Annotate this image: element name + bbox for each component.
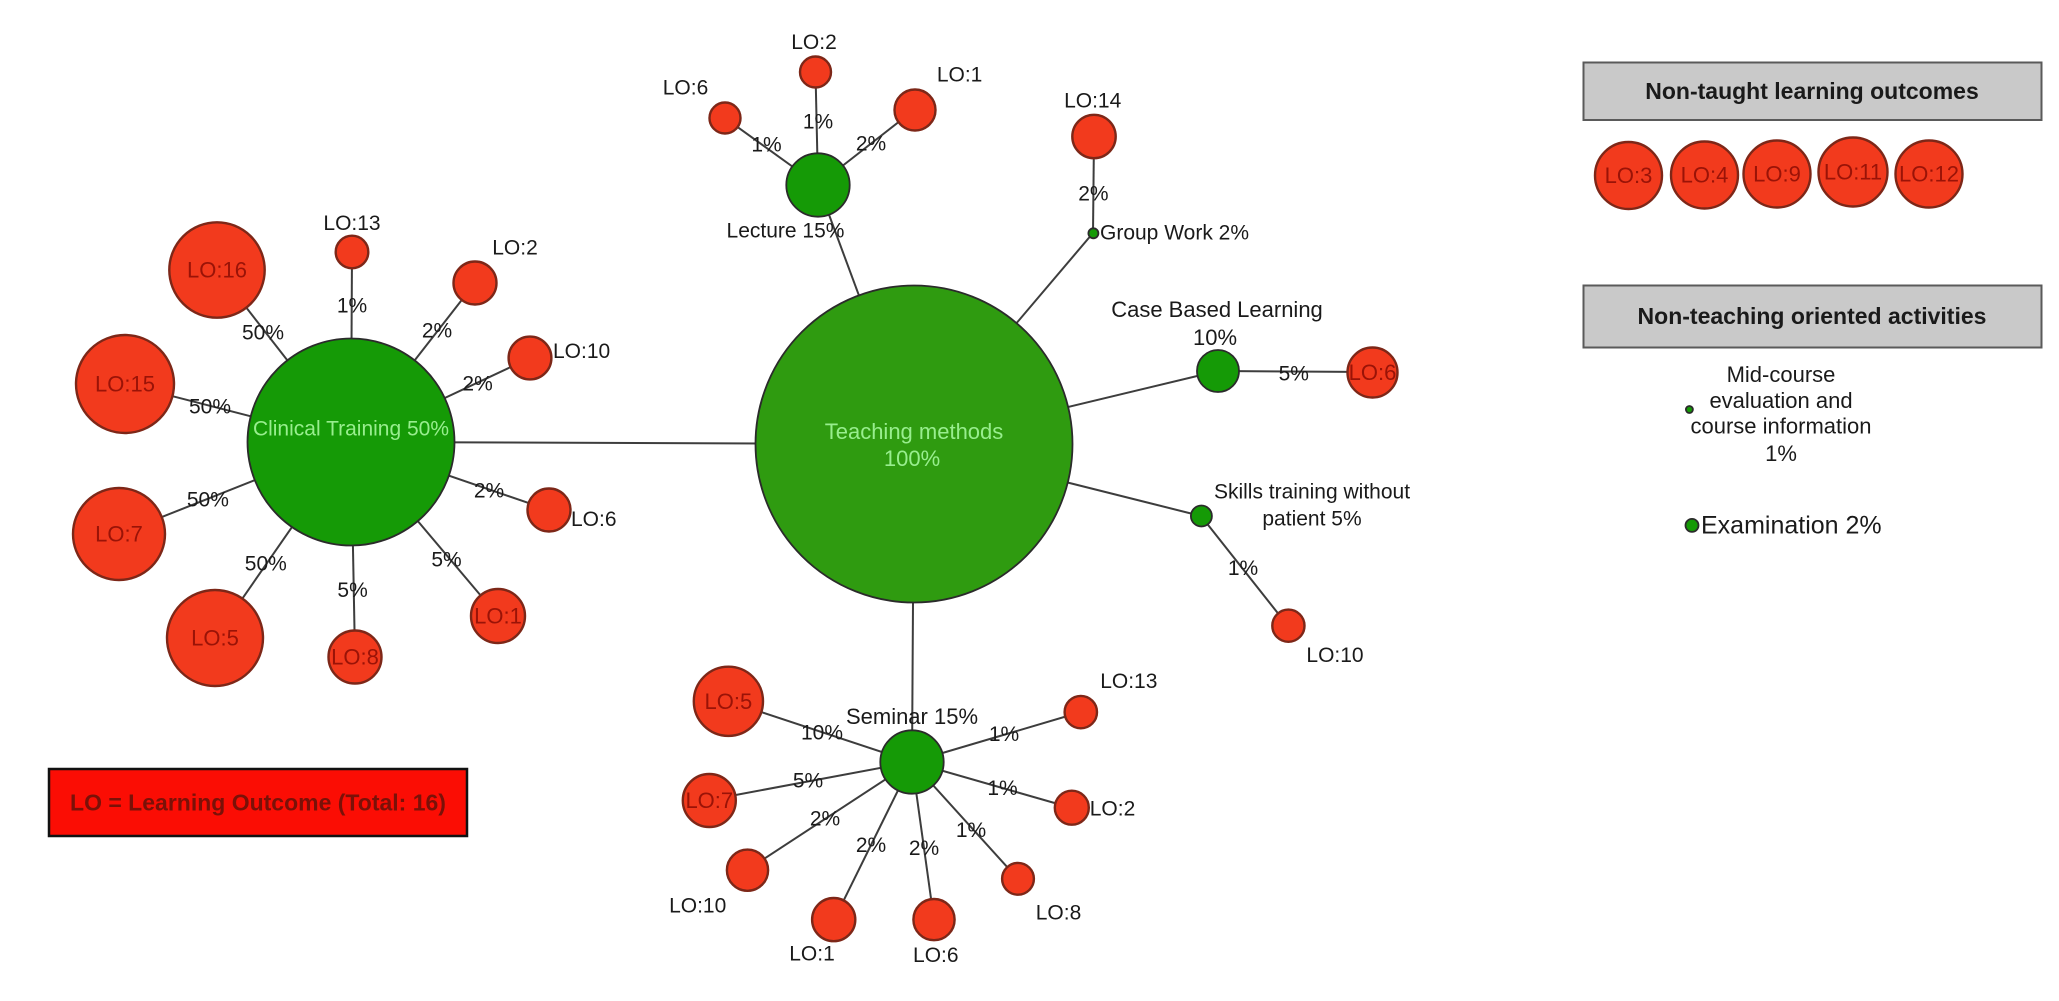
svg-text:LO:3: LO:3 [1605,163,1653,188]
svg-text:LO:11: LO:11 [1824,160,1882,185]
svg-text:LO:4: LO:4 [1681,163,1729,188]
svg-text:2%: 2% [474,480,504,503]
svg-text:2%: 2% [462,373,492,396]
svg-text:5%: 5% [793,770,823,793]
svg-text:Clinical Training 50%: Clinical Training 50% [253,418,449,441]
svg-text:LO:16: LO:16 [187,258,247,283]
svg-text:LO:9: LO:9 [1753,162,1801,187]
svg-text:1%: 1% [956,819,986,842]
svg-text:Non-taught learning outcomes: Non-taught learning outcomes [1645,78,1979,104]
svg-text:5%: 5% [431,549,461,572]
svg-text:LO:2: LO:2 [1090,797,1136,820]
svg-text:10%: 10% [1193,325,1237,350]
svg-text:LO:6: LO:6 [913,944,959,967]
svg-text:Skills training without: Skills training without [1214,481,1410,504]
svg-text:50%: 50% [245,552,287,575]
svg-text:2%: 2% [810,808,840,831]
svg-text:50%: 50% [189,396,231,419]
svg-text:LO:10: LO:10 [669,895,726,918]
svg-text:LO:14: LO:14 [1064,89,1122,112]
svg-text:Mid-course: Mid-course [1727,362,1836,387]
svg-text:LO:10: LO:10 [553,340,610,363]
svg-text:2%: 2% [909,837,939,860]
svg-text:100%: 100% [884,446,940,471]
svg-text:2%: 2% [856,133,886,156]
svg-text:LO:6: LO:6 [663,77,709,100]
svg-text:LO:12: LO:12 [1899,162,1959,187]
svg-text:patient 5%: patient 5% [1262,508,1361,531]
svg-text:LO:6: LO:6 [1349,360,1397,385]
svg-text:5%: 5% [337,579,367,602]
svg-text:LO:13: LO:13 [323,212,380,235]
svg-text:LO:8: LO:8 [331,645,379,670]
svg-text:LO:1: LO:1 [937,64,983,87]
svg-text:LO:7: LO:7 [95,522,143,547]
svg-text:Examination 2%: Examination 2% [1701,511,1882,539]
svg-text:2%: 2% [422,320,452,343]
svg-text:LO:2: LO:2 [492,237,538,260]
svg-text:course information: course information [1691,414,1872,439]
svg-text:LO:8: LO:8 [1036,902,1082,925]
svg-text:evaluation and: evaluation and [1709,388,1852,413]
svg-text:LO:1: LO:1 [474,604,522,629]
svg-text:2%: 2% [1078,183,1108,206]
svg-text:LO:1: LO:1 [789,942,835,965]
svg-text:5%: 5% [1279,363,1309,386]
svg-text:LO:5: LO:5 [191,626,239,651]
svg-text:1%: 1% [803,111,833,134]
svg-text:10%: 10% [801,722,843,745]
svg-text:Case Based Learning: Case Based Learning [1111,297,1323,322]
svg-text:LO:6: LO:6 [571,508,617,531]
svg-text:1%: 1% [989,723,1019,746]
svg-text:1%: 1% [1228,557,1258,580]
svg-text:LO:7: LO:7 [685,788,733,813]
svg-text:50%: 50% [187,489,229,512]
svg-text:Seminar 15%: Seminar 15% [846,704,978,729]
svg-text:Group Work 2%: Group Work 2% [1100,222,1249,245]
svg-text:2%: 2% [856,834,886,857]
svg-text:Non-teaching oriented activiti: Non-teaching oriented activities [1638,303,1987,329]
svg-text:1%: 1% [1765,441,1797,466]
svg-text:LO = Learning Outcome (Total:: LO = Learning Outcome (Total: 16) [70,790,446,816]
svg-text:LO:15: LO:15 [95,372,155,397]
svg-text:LO:5: LO:5 [705,689,753,714]
svg-text:1%: 1% [751,134,781,157]
svg-text:1%: 1% [337,295,367,318]
svg-text:1%: 1% [987,777,1017,800]
svg-text:50%: 50% [242,322,284,345]
svg-text:Teaching methods: Teaching methods [825,419,1004,444]
svg-text:LO:13: LO:13 [1100,670,1157,693]
svg-text:LO:10: LO:10 [1306,644,1363,667]
svg-text:Lecture 15%: Lecture 15% [727,220,845,243]
svg-text:LO:2: LO:2 [791,31,837,54]
